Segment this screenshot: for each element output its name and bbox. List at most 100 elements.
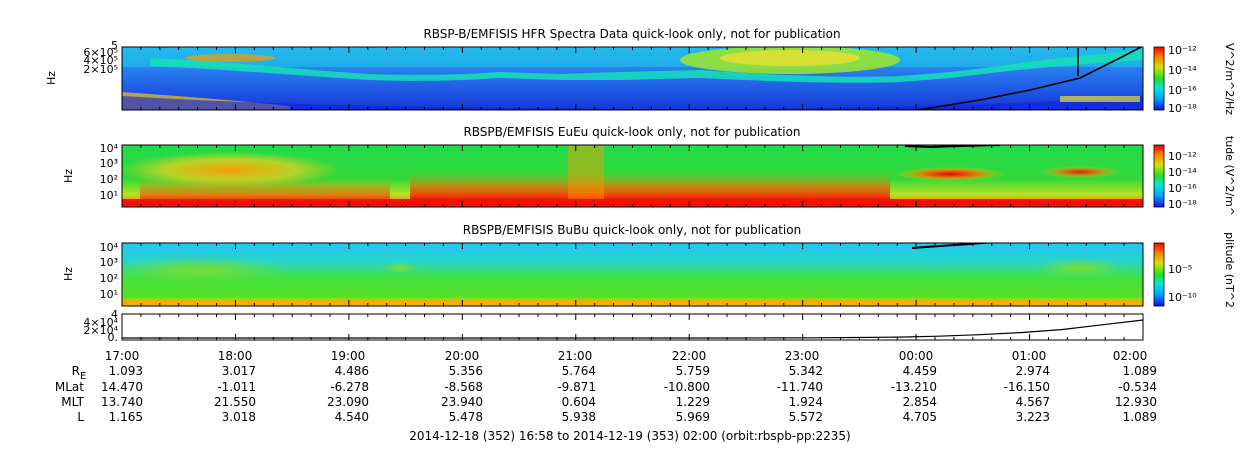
l-value: 1.165 (109, 410, 143, 424)
bubu-ytick-label: 10² (100, 272, 118, 285)
bubu-ytick-label: 10¹ (100, 288, 118, 301)
line-ytick-label: 4×10⁴ (83, 316, 118, 329)
re-value: 3.017 (222, 364, 256, 378)
hfr-ylabel: Hz (45, 71, 58, 85)
hfr-ytick-label: 6×10⁵ (83, 46, 118, 59)
bubu-cbar-tick: 10⁻⁵ (1168, 263, 1192, 276)
bubu-colorbar (1153, 242, 1165, 307)
eueu-right-red (895, 167, 1005, 181)
mlt-value: 1.924 (789, 395, 823, 409)
re-value: 1.089 (1123, 364, 1157, 378)
time-label: 17:00 (105, 349, 140, 363)
hfr-cbar-label: V^2/m^2/Hz (1223, 43, 1236, 115)
hfr-cbar-tick: 10⁻¹⁸ (1168, 102, 1197, 115)
mlt-value: 21.550 (214, 395, 256, 409)
line-panel-frame (121, 313, 1144, 341)
eueu-ytick-label: 10⁴ (100, 142, 119, 155)
re-value: 2.974 (1016, 364, 1050, 378)
eueu-bottom-red (122, 199, 1143, 207)
time-label: 01:00 (1012, 349, 1047, 363)
mlat-value: -11.740 (777, 380, 823, 394)
mlat-value: 14.470 (101, 380, 143, 394)
ephemeris-table: 17:00 18:00 19:00 20:00 21:00 22:00 23:0… (55, 349, 1157, 424)
hfr-ytop-label: 5 (111, 39, 118, 52)
eueu-ytick-label: 10³ (100, 157, 118, 170)
mlt-value: 12.930 (1115, 395, 1157, 409)
re-value: 1.093 (109, 364, 143, 378)
row-label-re: R (72, 364, 80, 378)
mlt-value: 1.229 (676, 395, 710, 409)
re-value: 4.486 (335, 364, 369, 378)
eueu-ylabel: Hz (62, 169, 75, 183)
mlt-value: 23.090 (327, 395, 369, 409)
re-value: 5.759 (676, 364, 710, 378)
bubu-ylabel: Hz (62, 267, 75, 281)
bubu-ytick-label: 10⁴ (100, 241, 119, 254)
hfr-orange-left (185, 54, 275, 62)
eueu-hot-region-left (140, 178, 390, 202)
bubu-spectrogram (122, 243, 1143, 306)
hfr-yellow-core (720, 50, 860, 66)
hfr-cbar-tick: 10⁻¹² (1168, 44, 1197, 57)
mlat-value: -6.278 (330, 380, 369, 394)
l-value: 5.938 (562, 410, 596, 424)
re-value: 5.342 (789, 364, 823, 378)
l-value: 5.572 (789, 410, 823, 424)
mlt-value: 13.740 (101, 395, 143, 409)
eueu-cbar-label: tude (V^2/m^ (1223, 136, 1236, 216)
hfr-spectrogram (122, 47, 1143, 110)
mlat-value: -0.534 (1118, 380, 1157, 394)
eueu-right-red-2 (1040, 166, 1120, 178)
mlat-value: -8.568 (444, 380, 483, 394)
mlat-value: -1.011 (217, 380, 256, 394)
line-ytick-label: 0. (108, 331, 119, 344)
bubu-cbar-label: plitude (nT^2 (1223, 232, 1236, 308)
mlt-value: 23.940 (441, 395, 483, 409)
re-value: 4.459 (903, 364, 937, 378)
time-label: 18:00 (218, 349, 253, 363)
mlat-value: -10.800 (664, 380, 710, 394)
hfr-cbar-tick: 10⁻¹⁶ (1168, 84, 1197, 97)
eueu-spectrogram (122, 145, 1143, 207)
mlat-value: -13.210 (891, 380, 937, 394)
l-value: 4.705 (903, 410, 937, 424)
row-label-mlat: MLat (55, 380, 84, 394)
l-value: 3.223 (1016, 410, 1050, 424)
bubu-cbar-tick: 10⁻¹⁰ (1168, 291, 1197, 304)
eueu-hot-region (410, 172, 890, 202)
l-value: 5.969 (676, 410, 710, 424)
mlat-value: -16.150 (1004, 380, 1050, 394)
hfr-right-yellow (1060, 96, 1140, 102)
eueu-ytick-label: 10¹ (100, 189, 118, 202)
row-label-l: L (77, 410, 84, 424)
time-label: 21:00 (558, 349, 593, 363)
bubu-right-blob (1035, 258, 1125, 278)
eueu-panel-title: RBSPB/EMFISIS EuEu quick-look only, not … (463, 125, 800, 139)
time-label: 00:00 (899, 349, 934, 363)
l-value: 5.478 (449, 410, 483, 424)
bubu-background (122, 243, 1143, 306)
eueu-cbar-tick: 10⁻¹⁶ (1168, 182, 1197, 195)
mlt-value: 0.604 (562, 395, 596, 409)
hfr-plasma-line (150, 50, 1143, 83)
hfr-ytick-label: 2×10⁵ (83, 63, 118, 76)
re-value: 5.356 (449, 364, 483, 378)
row-label-re-sub: E (80, 371, 86, 382)
bubu-panel-title: RBSPB/EMFISIS BuBu quick-look only, not … (463, 223, 801, 237)
time-label: 23:00 (785, 349, 820, 363)
row-label-mlt: MLT (61, 395, 84, 409)
time-label: 22:00 (672, 349, 707, 363)
l-value: 4.540 (335, 410, 369, 424)
time-label: 20:00 (445, 349, 480, 363)
l-value: 1.089 (1123, 410, 1157, 424)
hfr-cbar-tick: 10⁻¹⁴ (1168, 64, 1197, 77)
mlt-value: 4.567 (1016, 395, 1050, 409)
footer-time-range: 2014-12-18 (352) 16:58 to 2014-12-19 (35… (409, 429, 850, 443)
eueu-cbar-tick: 10⁻¹⁸ (1168, 198, 1197, 211)
re-value: 5.764 (562, 364, 596, 378)
eueu-colorbar (1153, 144, 1165, 208)
bubu-mid-blob (380, 262, 420, 274)
time-label: 02:00 (1113, 349, 1148, 363)
hfr-panel-title: RBSP-B/EMFISIS HFR Spectra Data quick-lo… (423, 27, 840, 41)
